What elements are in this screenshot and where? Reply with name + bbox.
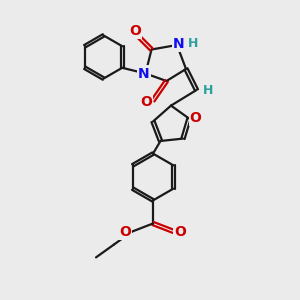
Text: N: N bbox=[138, 67, 150, 80]
Text: O: O bbox=[129, 24, 141, 38]
Text: H: H bbox=[188, 37, 199, 50]
Text: H: H bbox=[203, 84, 214, 97]
Text: O: O bbox=[140, 95, 152, 109]
Text: N: N bbox=[173, 37, 184, 50]
Text: O: O bbox=[174, 225, 186, 239]
Text: O: O bbox=[190, 111, 202, 125]
Text: O: O bbox=[119, 225, 131, 239]
